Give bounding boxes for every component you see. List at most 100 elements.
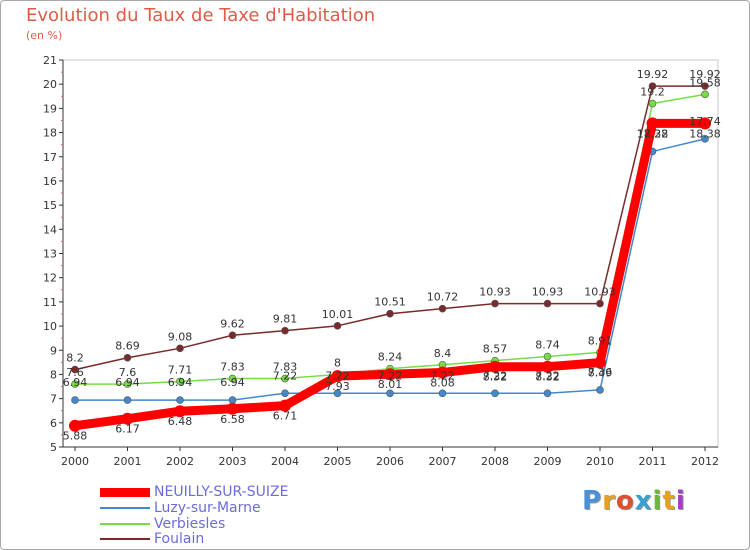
data-label: 6.48 (168, 415, 193, 428)
data-label: 6.94 (63, 376, 88, 389)
data-point (646, 117, 659, 130)
data-label: 9.08 (168, 330, 193, 343)
data-point (281, 389, 289, 398)
x-tick-label: 2007 (429, 455, 457, 468)
logo-letter: i (652, 486, 663, 516)
data-point (543, 299, 552, 308)
data-label: 8.91 (588, 334, 613, 347)
data-label: 9.62 (220, 317, 245, 330)
data-label: 7.22 (378, 369, 403, 382)
y-tick-label: 9 (50, 344, 57, 357)
data-label: 6.94 (220, 376, 245, 389)
x-tick-label: 2001 (114, 455, 142, 468)
legend-item: NEUILLY-SUR-SUIZE (100, 484, 288, 500)
legend-label: Verbiesles (154, 516, 226, 532)
data-label: 19.92 (637, 68, 669, 81)
data-point (228, 331, 237, 340)
y-tick-label: 17 (43, 151, 57, 164)
y-tick-label: 13 (43, 248, 57, 261)
data-label: 17.74 (689, 115, 721, 128)
x-tick-label: 2006 (376, 455, 404, 468)
data-label: 10.93 (584, 286, 616, 299)
data-label: 18.38 (689, 127, 721, 140)
legend-item: Verbiesles (100, 516, 225, 532)
data-point (701, 82, 709, 90)
data-point (594, 356, 606, 369)
chart-subtitle: (en %) (26, 29, 63, 42)
data-point (71, 380, 79, 388)
data-point (491, 299, 499, 308)
data-point (543, 352, 552, 361)
data-point (69, 419, 81, 432)
logo-letter: o (615, 486, 635, 516)
data-label: 7.22 (483, 369, 508, 382)
data-point (386, 389, 394, 398)
data-label: 7.6 (119, 366, 137, 379)
x-tick-label: 2009 (534, 455, 562, 468)
data-label: 8.32 (535, 371, 560, 384)
data-label: 18.38 (637, 127, 669, 140)
legend-swatch (100, 487, 150, 497)
data-point (228, 374, 237, 383)
data-label: 8.2 (66, 352, 84, 365)
y-tick-label: 16 (43, 175, 57, 188)
data-point (71, 396, 79, 404)
logo-letter: t (662, 486, 676, 516)
logo-letter: x (634, 486, 653, 516)
legend-swatch (100, 507, 150, 509)
chart-title: Evolution du Taux de Taxe d'Habitation (26, 5, 376, 26)
data-label: 10.93 (479, 286, 511, 299)
data-label: 8.74 (535, 339, 560, 352)
data-point (121, 412, 134, 425)
proxiti-logo: Proxiti (582, 486, 686, 516)
data-point (438, 389, 447, 398)
data-label: 7.83 (273, 361, 298, 374)
data-label: 6.58 (220, 413, 245, 426)
y-tick-label: 10 (43, 320, 57, 333)
data-point (596, 386, 604, 394)
y-tick-label: 7 (50, 393, 57, 406)
legend-item: Luzy-sur-Marne (100, 500, 261, 516)
data-point (648, 99, 657, 108)
data-label: 8.49 (588, 367, 613, 380)
data-label: 7.6 (66, 366, 84, 379)
data-label: 9.81 (273, 313, 298, 326)
data-label: 8.57 (483, 343, 508, 356)
data-label: 19.2 (640, 86, 665, 99)
data-label: 7.22 (325, 369, 350, 382)
data-label: 8.69 (115, 340, 140, 353)
data-point (123, 396, 132, 404)
y-tick-label: 11 (43, 296, 57, 309)
data-point (701, 135, 709, 143)
data-label: 8.32 (483, 371, 508, 384)
data-point (226, 402, 239, 415)
data-label: 7.36 (588, 366, 613, 379)
data-point (386, 309, 394, 318)
y-tick-label: 8 (50, 368, 57, 381)
logo-letter: r (602, 486, 616, 516)
y-tick-label: 19 (43, 102, 57, 115)
data-point (123, 353, 132, 362)
data-label: 10.51 (374, 296, 406, 309)
y-tick-label: 14 (43, 223, 57, 236)
legend-label: Luzy-sur-Marne (154, 500, 261, 516)
data-label: 7.22 (273, 369, 298, 382)
data-label: 7.83 (220, 361, 245, 374)
data-point (699, 117, 711, 130)
y-tick-label: 21 (43, 54, 57, 67)
data-label: 19.58 (689, 76, 721, 89)
x-tick-label: 2005 (324, 455, 352, 468)
data-label: 7.22 (535, 369, 560, 382)
y-tick-label: 5 (50, 441, 57, 454)
data-point (281, 326, 289, 335)
y-tick-label: 20 (43, 78, 57, 91)
data-point (333, 389, 342, 398)
data-point (279, 399, 291, 412)
logo-letter: P (582, 486, 603, 516)
data-label: 10.01 (322, 308, 354, 321)
y-tick-label: 18 (43, 127, 57, 140)
data-label: 17.22 (637, 127, 669, 140)
x-tick-label: 2000 (61, 455, 89, 468)
logo-letter: i (675, 486, 686, 516)
